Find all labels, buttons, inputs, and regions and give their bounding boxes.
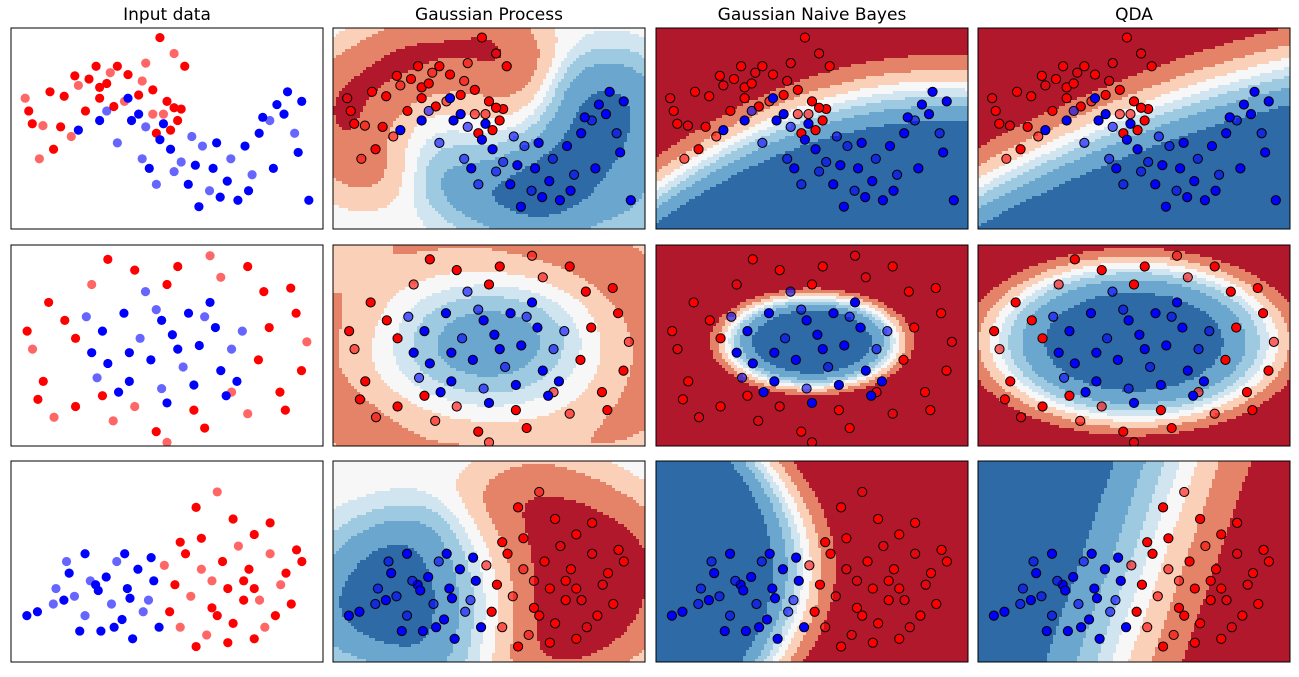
- class1-point: [244, 186, 253, 195]
- panel-grid: [11, 28, 1291, 663]
- class1-point: [145, 164, 154, 173]
- class0-point: [134, 90, 143, 99]
- class1-point: [138, 154, 147, 163]
- class1-point: [283, 87, 292, 96]
- class0-point: [70, 71, 79, 80]
- class1-point: [123, 94, 132, 103]
- class1-point: [102, 106, 111, 115]
- class0-point: [45, 87, 54, 96]
- class1-point: [159, 119, 168, 128]
- class1-point: [304, 196, 313, 205]
- class0-point: [95, 94, 104, 103]
- class1-point: [169, 167, 178, 176]
- class1-point: [247, 170, 256, 179]
- class1-point: [223, 177, 232, 186]
- class1-point: [166, 145, 175, 154]
- class1-point: [269, 164, 278, 173]
- class1-point: [187, 132, 196, 141]
- class0-point: [113, 62, 122, 71]
- title-gaussian-process: Gaussian Process: [415, 5, 563, 25]
- class0-point: [35, 154, 44, 163]
- class1-point: [152, 180, 161, 189]
- class1-point: [95, 116, 104, 125]
- class1-point: [233, 196, 242, 205]
- class1-point: [279, 110, 288, 119]
- class1-point: [141, 122, 150, 131]
- class0-point: [28, 119, 37, 128]
- class0-point: [38, 121, 47, 130]
- class0-point: [159, 110, 168, 119]
- class0-point: [81, 106, 90, 115]
- class1-point: [177, 157, 186, 166]
- class0-point: [60, 92, 69, 101]
- class1-point: [198, 141, 207, 150]
- class0-point: [141, 58, 150, 67]
- class0-point: [24, 106, 33, 115]
- class0-point: [155, 33, 164, 42]
- class0-point: [21, 94, 30, 103]
- class1-point: [127, 116, 136, 125]
- class0-point: [74, 81, 83, 90]
- class1-point: [272, 100, 281, 109]
- class1-point: [216, 192, 225, 201]
- class1-point: [297, 97, 306, 106]
- class0-point: [138, 76, 147, 85]
- class0-point: [56, 122, 65, 131]
- title-input-data: Input data: [123, 5, 211, 25]
- class1-point: [258, 113, 267, 122]
- class1-point: [74, 125, 83, 134]
- class1-point: [255, 129, 264, 138]
- class1-point: [184, 180, 193, 189]
- class1-point: [294, 148, 303, 157]
- class0-point: [84, 74, 93, 83]
- class1-point: [155, 135, 164, 144]
- title-gaussian-naive-bayes: Gaussian Naive Bayes: [718, 5, 907, 25]
- class1-point: [212, 138, 221, 147]
- class1-point: [290, 129, 299, 138]
- class0-point: [173, 116, 182, 125]
- class0-point: [123, 70, 132, 79]
- class0-point: [102, 79, 111, 88]
- class1-point: [191, 161, 200, 170]
- class0-point: [169, 103, 178, 112]
- class0-point: [91, 62, 100, 71]
- class0-point: [148, 110, 157, 119]
- class1-point: [113, 138, 122, 147]
- class1-point: [205, 186, 214, 195]
- class1-point: [194, 202, 203, 211]
- class0-point: [169, 49, 178, 58]
- class0-point: [180, 62, 189, 71]
- class1-point: [240, 141, 249, 150]
- class0-point: [148, 85, 157, 94]
- column-titles: Input data Gaussian Process Gaussian Nai…: [123, 5, 1153, 25]
- panel-moons-0: [11, 28, 323, 229]
- class1-point: [226, 154, 235, 163]
- title-qda: QDA: [1115, 5, 1153, 25]
- class1-point: [208, 164, 217, 173]
- panel-moons-1: [333, 28, 646, 230]
- class0-point: [49, 145, 58, 154]
